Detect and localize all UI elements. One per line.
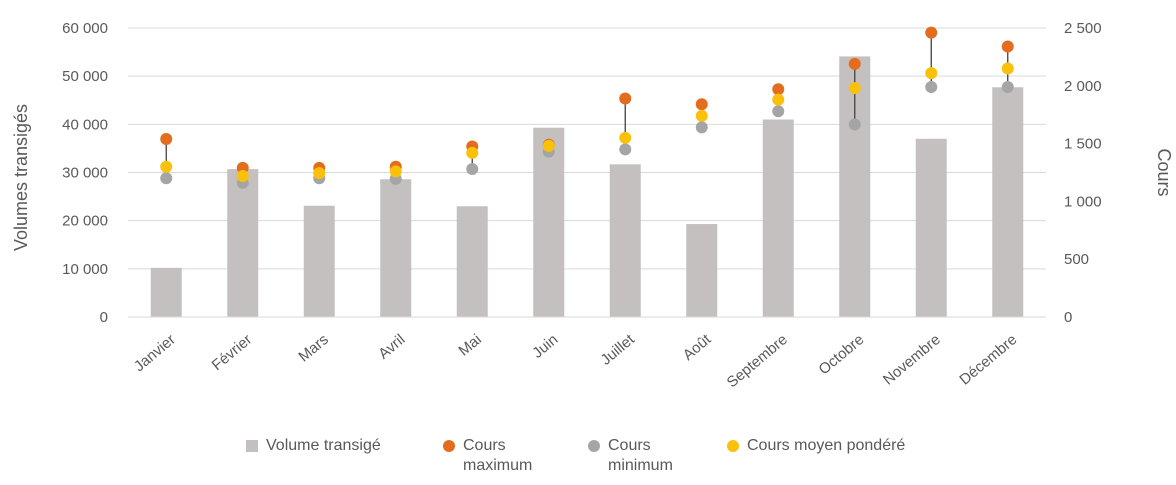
x-tick-label: Novembre	[880, 331, 944, 389]
legend-label-max-line2: maximum	[463, 457, 533, 474]
point-cours-moyen	[542, 139, 555, 152]
bar-volume	[762, 119, 794, 318]
y-axis-title: Volumes transigés	[11, 104, 31, 251]
legend-label-min-line1: Cours	[608, 437, 651, 454]
legend-item-max: Cours maximum	[443, 436, 532, 476]
x-tick-label: Juillet	[598, 331, 639, 369]
legend-label-avg: Cours moyen pondéré	[747, 437, 906, 454]
point-cours-moyen	[389, 165, 402, 178]
legend-label-max-line1: Cours	[463, 437, 506, 454]
x-tick-label: Août	[680, 331, 715, 364]
legend-item-min: Cours minimum	[588, 436, 673, 476]
y-tick-label: 0	[100, 309, 108, 326]
chart-legend: Volume transigé Cours maximum Cours mini…	[0, 436, 1176, 485]
x-tick-label: Septembre	[724, 331, 791, 391]
x-tick-label: Juin	[529, 331, 561, 362]
bar-volume	[303, 205, 335, 317]
x-tick-label: Octobre	[816, 331, 868, 378]
point-cours-minimum	[466, 163, 479, 176]
x-tick-label: Mai	[455, 331, 484, 360]
bar-volume	[456, 206, 488, 317]
point-cours-moyen	[772, 93, 785, 106]
bar-volume	[227, 169, 259, 317]
legend-swatch-volume	[246, 440, 258, 452]
chart-plot: 0 10 000 20 000 30 000 40 000 50 000 60 000 0 50…	[11, 20, 1174, 391]
point-cours-maximum	[160, 132, 173, 145]
point-cours-moyen	[619, 131, 632, 144]
y2-tick-label: 1 500	[1064, 136, 1102, 153]
point-cours-maximum	[772, 83, 785, 96]
x-tick-label: Février	[209, 331, 256, 374]
bar-volume	[533, 127, 565, 317]
point-cours-maximum	[925, 26, 938, 39]
y-tick-label: 30 000	[62, 165, 108, 182]
point-cours-maximum	[1001, 40, 1014, 53]
point-cours-maximum	[695, 98, 708, 111]
point-cours-moyen	[925, 67, 938, 80]
y2-tick-label: 0	[1064, 309, 1072, 326]
point-cours-moyen	[160, 160, 173, 173]
point-cours-minimum	[160, 172, 173, 185]
y-tick-label: 20 000	[62, 213, 108, 230]
y2-tick-label: 2 500	[1064, 20, 1102, 37]
legend-label-min: Cours minimum	[608, 436, 673, 476]
point-cours-minimum	[848, 118, 861, 131]
point-cours-moyen	[695, 109, 708, 122]
legend-item-volume: Volume transigé	[246, 436, 381, 456]
y2-axis-title: Cours	[1154, 148, 1174, 196]
y-tick-label: 60 000	[62, 20, 108, 37]
legend-item-avg: Cours moyen pondéré	[727, 436, 905, 456]
point-cours-moyen	[848, 82, 861, 95]
point-cours-moyen	[313, 167, 326, 180]
bar-volume	[380, 179, 412, 317]
x-tick-label: Décembre	[956, 331, 1020, 389]
bar-volume	[609, 164, 641, 317]
point-cours-moyen	[466, 146, 479, 159]
legend-swatch-min	[588, 440, 600, 452]
point-cours-minimum	[619, 143, 632, 156]
bar-volume	[992, 87, 1024, 318]
point-cours-minimum	[925, 80, 938, 93]
x-tick-label: Mars	[295, 331, 331, 365]
bar-volume	[915, 138, 947, 317]
point-cours-minimum	[772, 105, 785, 118]
y-tick-label: 10 000	[62, 261, 108, 278]
y2-tick-label: 1 000	[1064, 193, 1102, 210]
bar-volume	[150, 267, 182, 317]
legend-swatch-max	[443, 440, 455, 452]
y2-tick-label: 500	[1064, 251, 1089, 268]
point-cours-maximum	[848, 57, 861, 70]
legend-swatch-avg	[727, 440, 739, 452]
legend-label-max: Cours maximum	[463, 436, 532, 476]
x-tick-label: Janvier	[131, 331, 179, 375]
point-cours-minimum	[1001, 80, 1014, 93]
legend-label-min-line2: minimum	[608, 457, 673, 474]
y-tick-label: 50 000	[62, 68, 108, 85]
point-cours-moyen	[236, 169, 249, 182]
point-cours-maximum	[619, 92, 632, 105]
y-tick-label: 40 000	[62, 116, 108, 133]
x-tick-label: Avril	[375, 331, 408, 363]
bar-volume	[686, 224, 718, 317]
y2-tick-label: 2 000	[1064, 78, 1102, 95]
point-cours-minimum	[695, 121, 708, 134]
legend-label-volume: Volume transigé	[266, 437, 381, 454]
point-cours-moyen	[1001, 62, 1014, 75]
